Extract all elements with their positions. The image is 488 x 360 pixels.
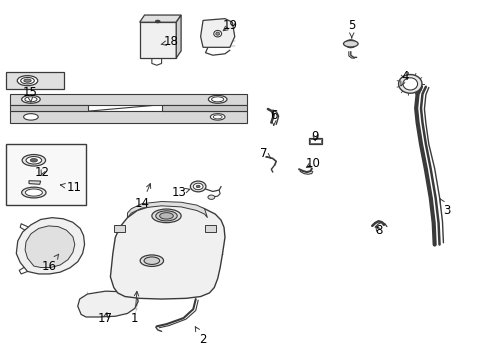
Ellipse shape [22,154,45,166]
Text: 10: 10 [305,157,320,170]
Ellipse shape [207,195,214,199]
Polygon shape [25,226,75,267]
Polygon shape [140,15,181,22]
Bar [309,139,320,143]
Polygon shape [176,15,181,58]
Polygon shape [114,225,125,232]
Polygon shape [10,105,88,111]
Ellipse shape [208,95,226,103]
Text: 11: 11 [61,181,81,194]
Polygon shape [140,22,176,58]
Ellipse shape [159,213,173,219]
Text: 9: 9 [311,130,318,144]
Ellipse shape [152,209,181,223]
Polygon shape [200,19,234,47]
Ellipse shape [24,79,31,82]
Ellipse shape [213,31,221,37]
Text: 13: 13 [171,186,189,199]
Text: 3: 3 [439,199,449,217]
Text: 7: 7 [260,147,270,159]
Text: 8: 8 [374,224,382,237]
Ellipse shape [156,211,177,221]
Ellipse shape [30,158,38,162]
Ellipse shape [345,40,355,48]
Text: 19: 19 [222,19,237,32]
Ellipse shape [26,157,41,164]
Ellipse shape [155,20,160,23]
Ellipse shape [25,189,42,196]
Polygon shape [78,291,138,317]
Bar [308,138,321,144]
Polygon shape [16,218,84,274]
Text: 2: 2 [195,327,206,346]
Polygon shape [204,225,216,232]
Ellipse shape [398,75,421,93]
Ellipse shape [193,183,203,190]
Ellipse shape [23,114,38,120]
Polygon shape [161,105,246,111]
Bar [5,144,86,205]
Polygon shape [29,181,41,184]
Ellipse shape [21,187,46,198]
Ellipse shape [210,114,224,120]
Ellipse shape [190,181,205,192]
Text: 4: 4 [400,69,408,86]
Text: 15: 15 [22,86,37,102]
Ellipse shape [21,95,40,103]
Polygon shape [110,204,224,299]
Ellipse shape [144,257,159,265]
Ellipse shape [196,185,200,188]
Text: 18: 18 [161,35,179,49]
Polygon shape [10,111,246,123]
Ellipse shape [215,32,219,35]
Polygon shape [10,94,246,105]
Text: 14: 14 [134,184,150,210]
Polygon shape [127,202,207,218]
Text: 16: 16 [42,254,59,273]
Text: 12: 12 [35,166,50,179]
Polygon shape [5,72,64,89]
Text: 1: 1 [131,292,139,325]
Ellipse shape [343,41,357,47]
Ellipse shape [402,78,417,90]
Text: 17: 17 [98,311,113,325]
Text: 6: 6 [269,109,277,125]
Ellipse shape [17,76,38,86]
Ellipse shape [140,255,163,266]
Text: 5: 5 [347,19,355,38]
